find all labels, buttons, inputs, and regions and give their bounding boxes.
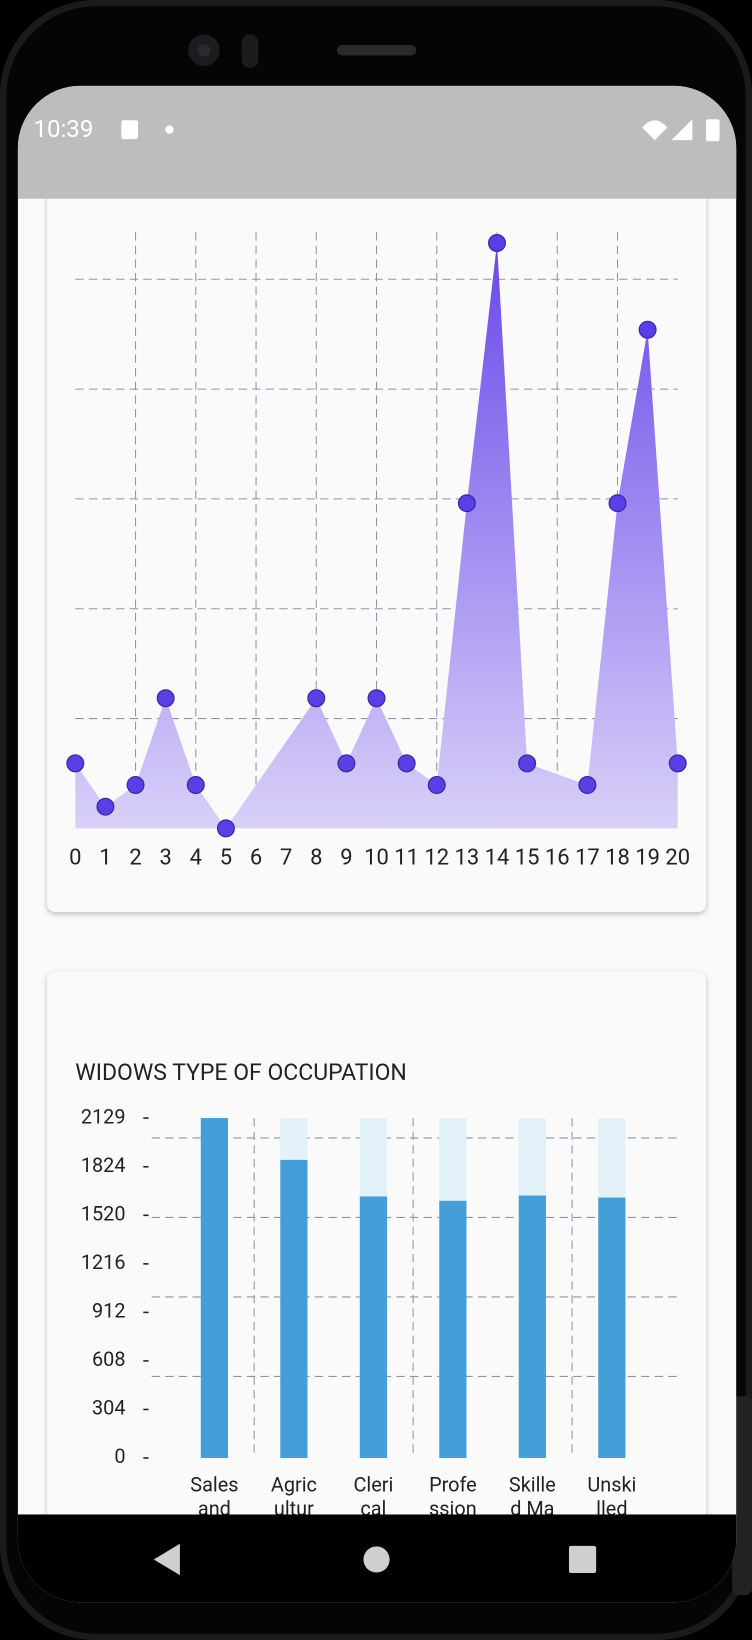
x-tick-label: 17 [575,845,600,870]
data-point [96,797,115,816]
x-tick-label: Unski [587,1473,636,1496]
x-tick-label: 6 [250,845,262,870]
bar [359,1196,387,1458]
data-point [488,234,507,253]
y-tick-label: 0 [114,1445,125,1468]
y-tick-label: 1216 [81,1251,126,1274]
y-tick-label: 1520 [81,1203,126,1226]
x-tick-label: 2 [129,845,141,870]
x-tick-label: 16 [545,845,570,870]
data-point [216,819,235,838]
x-tick-label: 9 [340,845,352,870]
data-point [156,689,175,708]
x-tick-label: 4 [190,845,202,870]
x-tick-label: 10 [364,845,389,870]
y-tick-label: 1824 [81,1154,126,1177]
notification-dot [165,125,174,134]
x-tick-label: Profe [429,1473,477,1496]
chart-title: WIDOWS TYPE OF OCCUPATION [75,1059,407,1086]
bar [598,1197,626,1458]
data-point [427,776,446,795]
area [75,243,678,829]
clock: 10:39 [33,115,93,143]
data-point [518,754,537,773]
x-tick-label: 11 [394,845,419,870]
data-point [457,494,476,513]
bar [200,1118,229,1458]
data-point [668,754,687,773]
bar-chart: WIDOWS TYPE OF OCCUPATION 0 304 608 912 1216 1… [75,1059,678,1521]
data-point [578,776,597,795]
x-tick-label: 19 [635,845,660,870]
x-tick-label: 14 [485,845,510,870]
x-tick-label: 20 [665,845,690,870]
data-point [397,754,416,773]
x-tick-label: 13 [455,845,480,870]
x-tick-label: Skille [509,1473,556,1496]
x-tick-label: Sales [190,1473,238,1496]
recents-button[interactable] [568,1545,597,1574]
screen-content: YEARS SPENT AS A WIDOW012345678910111213… [17,85,737,1603]
speaker [336,44,417,56]
x-tick-label: 15 [515,845,540,870]
data-point [638,320,657,339]
data-point [126,776,145,795]
x-tick-label: Cleri [353,1473,393,1496]
y-tick-label: 912 [92,1300,125,1323]
x-tick-label: 1 [99,845,111,870]
battery-icon [705,119,720,142]
x-tick-label: 12 [424,845,449,870]
y-tick-label: 608 [92,1348,125,1371]
notification-icon [121,120,139,140]
status-bar [17,85,737,199]
y-tick-label: 304 [92,1397,125,1420]
bar [280,1159,308,1458]
x-tick-label: 7 [280,845,292,870]
wifi-icon [642,120,668,141]
x-tick-label: 5 [220,845,232,870]
sensor [241,34,259,68]
home-button[interactable] [363,1546,390,1573]
x-tick-label: 0 [69,845,81,870]
data-point [608,494,627,513]
data-point [66,754,85,773]
data-point [186,776,205,795]
x-tick-label: 8 [310,845,322,870]
bar [518,1195,546,1458]
side-button [732,1396,752,1596]
data-point [367,689,386,708]
back-button[interactable] [153,1543,180,1576]
signal-icon [671,119,693,141]
camera-lens [197,43,211,57]
bar [439,1200,467,1458]
data-point [307,689,326,708]
x-tick-label: 3 [159,845,171,870]
x-tick-label: 18 [605,845,630,870]
x-tick-label: Agric [271,1473,317,1496]
y-tick-label: 2129 [81,1105,126,1128]
data-point [337,754,356,773]
